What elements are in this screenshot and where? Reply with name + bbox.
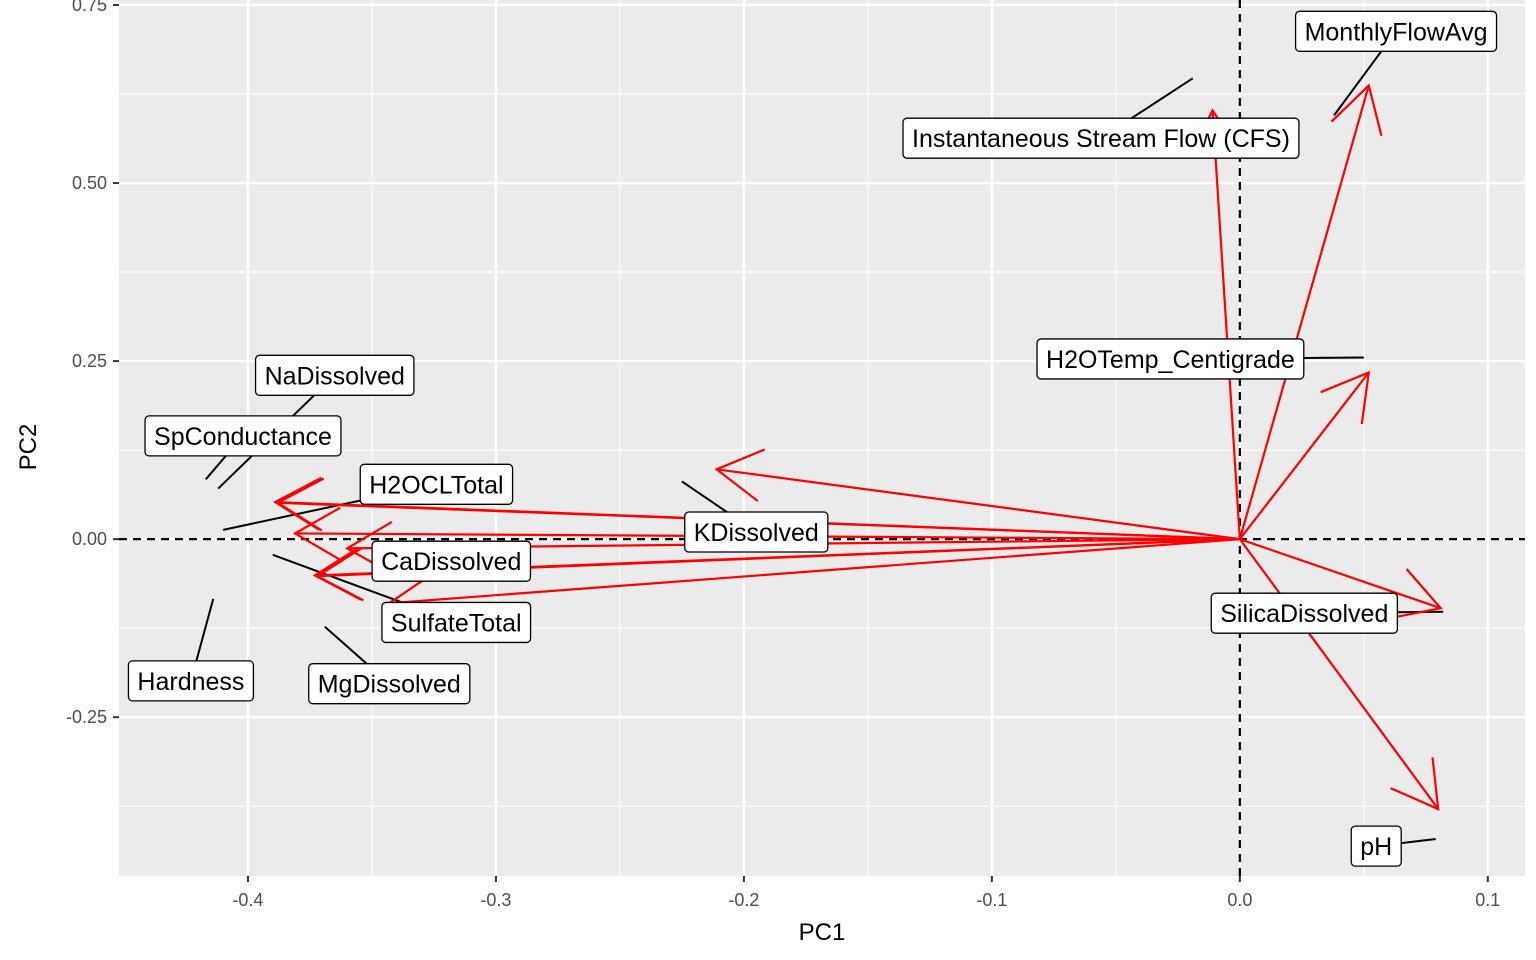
vector-label-text: pH <box>1360 833 1392 861</box>
y-tick-label: -0.25 <box>66 707 107 727</box>
vector-label: KDissolved <box>684 511 829 553</box>
vector-label-box <box>359 463 514 505</box>
x-tick-label: -0.2 <box>728 890 759 910</box>
vector-label-text: Instantaneous Stream Flow (CFS) <box>912 125 1290 153</box>
x-tick-label: -0.1 <box>976 890 1007 910</box>
vector-label-box <box>1350 825 1402 867</box>
vector-label-text: MgDissolved <box>318 671 461 699</box>
vector-label-text: H2OTemp_Centigrade <box>1046 346 1295 374</box>
vector-label-text: MonthlyFlowAvg <box>1305 18 1488 46</box>
y-tick-label: 0.25 <box>72 351 107 371</box>
loading-arrow-head <box>1390 757 1440 811</box>
vector-label: pH <box>1350 825 1402 867</box>
loading-arrow-line <box>1238 371 1370 540</box>
vector-label-box <box>684 511 829 553</box>
y-tick-label: 0.50 <box>72 173 107 193</box>
vector-label-text: NaDissolved <box>265 362 405 390</box>
loading-arrow-head <box>1330 83 1383 137</box>
x-axis-title: PC1 <box>799 919 846 946</box>
vector-label: Instantaneous Stream Flow (CFS) <box>902 117 1300 159</box>
vector-label-box <box>308 663 471 705</box>
loading-arrow-line <box>1238 538 1440 810</box>
vector-label: SpConductance <box>144 415 342 457</box>
loading-arrow-head <box>315 547 364 602</box>
vector-label-box <box>1210 592 1399 634</box>
vector-label-box <box>381 601 532 644</box>
y-axis-title: PC2 <box>15 424 42 471</box>
vector-label: H2OCLTotal <box>359 463 514 505</box>
axes: -0.4 -0.3 -0.2 -0.1 0.0 0.1 -0.25 0.00 0.25 0.50 0… <box>66 0 1500 910</box>
vector-label: SulfateTotal <box>381 601 532 644</box>
vector-label-text: SilicaDissolved <box>1220 600 1388 628</box>
vector-label-text: KDissolved <box>694 519 819 547</box>
y-tick-label: 0.00 <box>72 529 107 549</box>
vector-label-text: SulfateTotal <box>391 609 522 637</box>
vector-label-text: CaDissolved <box>381 548 521 576</box>
vector-label: MonthlyFlowAvg <box>1294 10 1498 52</box>
vector-label-box <box>1036 338 1305 380</box>
x-tick-label: -0.3 <box>480 890 511 910</box>
loading-arrow-line <box>1239 538 1442 610</box>
y-tick-label: 0.75 <box>72 0 107 15</box>
vector-label-box <box>1294 10 1498 52</box>
vector-label-box <box>144 415 342 457</box>
loading-arrow-line <box>1238 85 1370 540</box>
loading-arrow-head <box>1389 568 1443 620</box>
vector-label-text: H2OCLTotal <box>369 471 503 499</box>
vector-label-text: Hardness <box>137 668 244 696</box>
vector-label-box <box>371 540 532 582</box>
vector-label-text: SpConductance <box>154 423 332 451</box>
vector-label: CaDissolved <box>371 540 532 582</box>
x-tick-label: 0.1 <box>1475 890 1500 910</box>
loading-arrow-line <box>1211 110 1241 540</box>
vector-label: MgDissolved <box>308 663 471 705</box>
loading-arrow-head <box>714 448 766 502</box>
vector-label: Hardness <box>127 660 255 702</box>
x-tick-label: -0.4 <box>232 890 263 910</box>
loading-arrow-line <box>389 538 1240 605</box>
vector-label-box <box>254 354 415 396</box>
vector-label-box <box>127 660 255 702</box>
loading-arrow-head <box>292 506 341 561</box>
vector-labels: MonthlyFlowAvg Instantaneous Stream Flow … <box>127 10 1498 867</box>
loading-arrow-line <box>716 468 1240 541</box>
vector-label: SilicaDissolved <box>1210 592 1399 634</box>
loading-arrow-head <box>275 477 325 532</box>
vector-label: H2OTemp_Centigrade <box>1036 338 1305 380</box>
loading-arrow-head <box>1320 370 1371 425</box>
vector-label: NaDissolved <box>254 354 415 396</box>
vector-label-box <box>902 117 1300 159</box>
x-tick-label: 0.0 <box>1227 890 1252 910</box>
